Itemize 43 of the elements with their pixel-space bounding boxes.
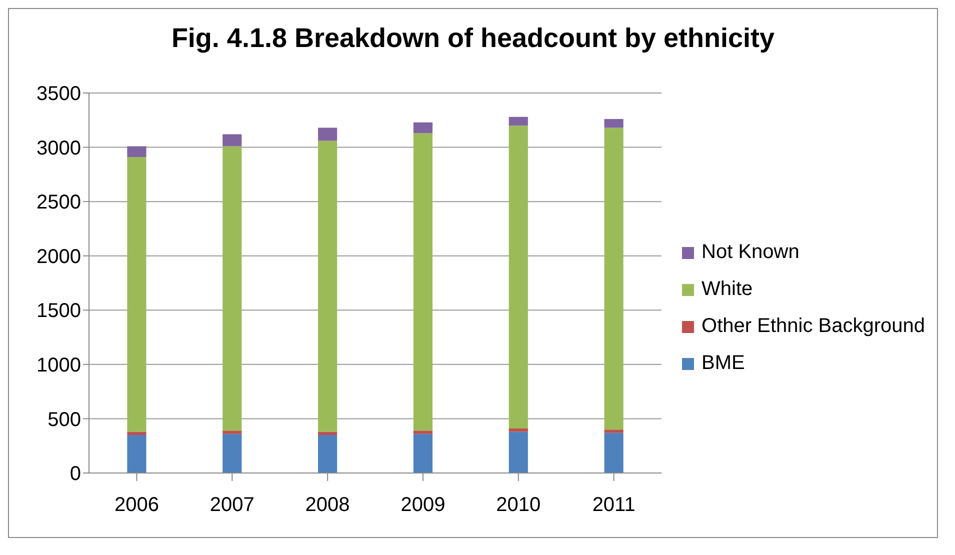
- bar: [222, 146, 242, 431]
- bar: [318, 128, 338, 141]
- bar: [222, 434, 242, 473]
- bar: [413, 122, 433, 134]
- bar: [508, 116, 528, 126]
- chart-title: Fig. 4.1.8 Breakdown of headcount by ethnicity: [170, 22, 776, 55]
- legend-label: White: [702, 278, 753, 301]
- y-tick-label: 2000: [36, 246, 81, 268]
- bar: [127, 432, 146, 435]
- y-tick-label: 0: [70, 463, 81, 486]
- bar: [413, 430, 433, 434]
- bar: [508, 428, 528, 432]
- bar: [508, 432, 528, 473]
- y-tick-label: 2500: [36, 192, 81, 214]
- y-tick-label: 3500: [36, 83, 81, 106]
- bar: [413, 133, 433, 431]
- bar: [604, 128, 624, 430]
- bar: [318, 432, 338, 435]
- x-tick-label: 2010: [496, 494, 541, 516]
- y-tick-label: 500: [48, 408, 81, 431]
- bar: [127, 146, 146, 158]
- legend-label: Other Ethnic Background: [702, 315, 925, 338]
- legend-label: Not Known: [702, 241, 800, 264]
- x-tick-label: 2011: [592, 494, 636, 516]
- bar: [318, 140, 338, 432]
- y-tick-label: 3000: [36, 137, 81, 160]
- bar: [604, 430, 624, 433]
- bar: [222, 430, 242, 434]
- y-tick-label: 1000: [36, 354, 81, 377]
- bar: [222, 134, 242, 146]
- bar: [413, 434, 433, 473]
- bar: [604, 119, 624, 128]
- y-tick-label: 1500: [36, 300, 81, 322]
- bar: [604, 432, 624, 473]
- x-tick-label: 2007: [210, 494, 254, 516]
- bar: [127, 435, 146, 473]
- x-tick-label: 2009: [400, 494, 446, 516]
- bar: [318, 435, 338, 473]
- bar: [127, 157, 146, 432]
- legend-label: BME: [702, 352, 745, 375]
- bar: [508, 126, 528, 428]
- x-tick-label: 2006: [114, 494, 159, 516]
- x-tick-label: 2008: [305, 494, 350, 516]
